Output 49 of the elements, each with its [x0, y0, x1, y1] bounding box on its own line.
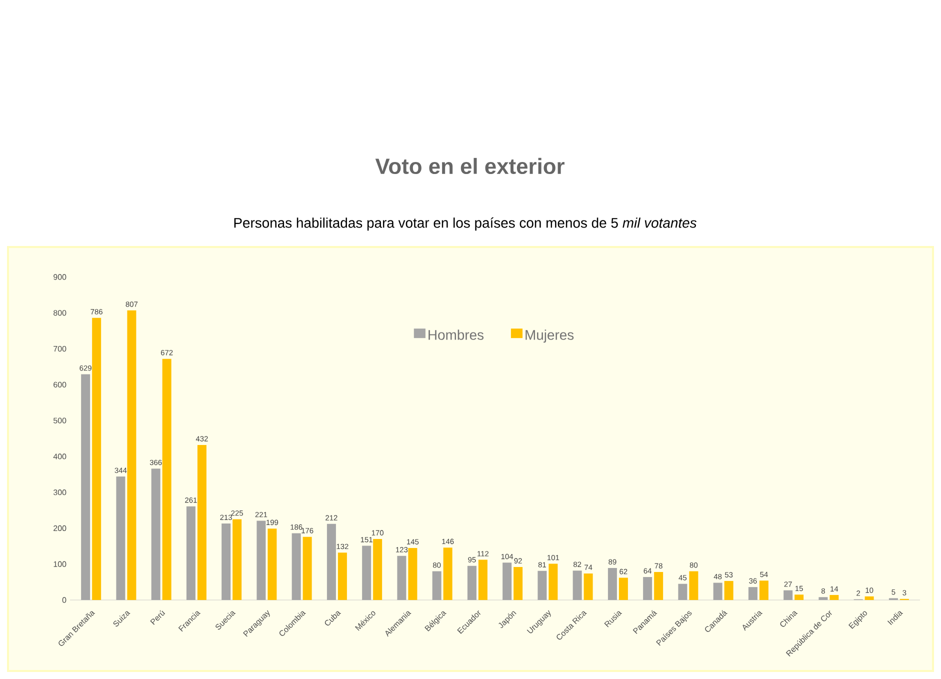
bar	[432, 571, 442, 600]
bar	[443, 548, 452, 600]
bar	[362, 546, 372, 600]
legend-label: Hombres	[428, 330, 484, 340]
bar	[197, 444, 206, 600]
bar	[643, 577, 652, 600]
bar	[572, 570, 582, 600]
bar	[326, 524, 336, 600]
bar	[232, 519, 242, 600]
bar	[186, 506, 196, 600]
bar	[830, 594, 839, 600]
bar	[502, 562, 512, 600]
bar	[818, 597, 828, 600]
bar	[654, 572, 664, 600]
bar	[373, 538, 382, 600]
bar	[151, 468, 160, 600]
bar	[478, 560, 488, 600]
bar	[268, 528, 277, 600]
bar	[81, 374, 90, 600]
bar	[292, 533, 301, 600]
bar	[256, 520, 266, 600]
bar	[302, 536, 312, 600]
bar	[724, 580, 734, 600]
bar	[689, 571, 698, 600]
bar	[713, 582, 722, 600]
bar	[864, 596, 874, 600]
bar	[116, 476, 126, 600]
bar	[514, 566, 523, 600]
bar	[608, 568, 617, 600]
bar	[584, 573, 593, 600]
legend-label: Mujeres	[526, 330, 574, 343]
bar	[92, 318, 102, 600]
bar	[784, 590, 793, 600]
bar	[759, 580, 768, 600]
bar	[618, 578, 628, 600]
bar	[548, 564, 558, 600]
bar	[338, 552, 347, 600]
bar	[222, 524, 231, 600]
chart-title: Voto en el exterior	[375, 158, 564, 174]
bar	[538, 570, 547, 600]
bar	[794, 594, 804, 600]
bar	[467, 566, 476, 600]
bar	[127, 310, 136, 600]
bar	[162, 358, 172, 600]
bar	[397, 556, 406, 600]
bar	[678, 584, 688, 600]
bar	[408, 548, 418, 600]
chart-subtitle: Personas habilitadas para votar en los países con menos de 5 mil votantes	[234, 217, 697, 231]
bar	[748, 587, 758, 600]
